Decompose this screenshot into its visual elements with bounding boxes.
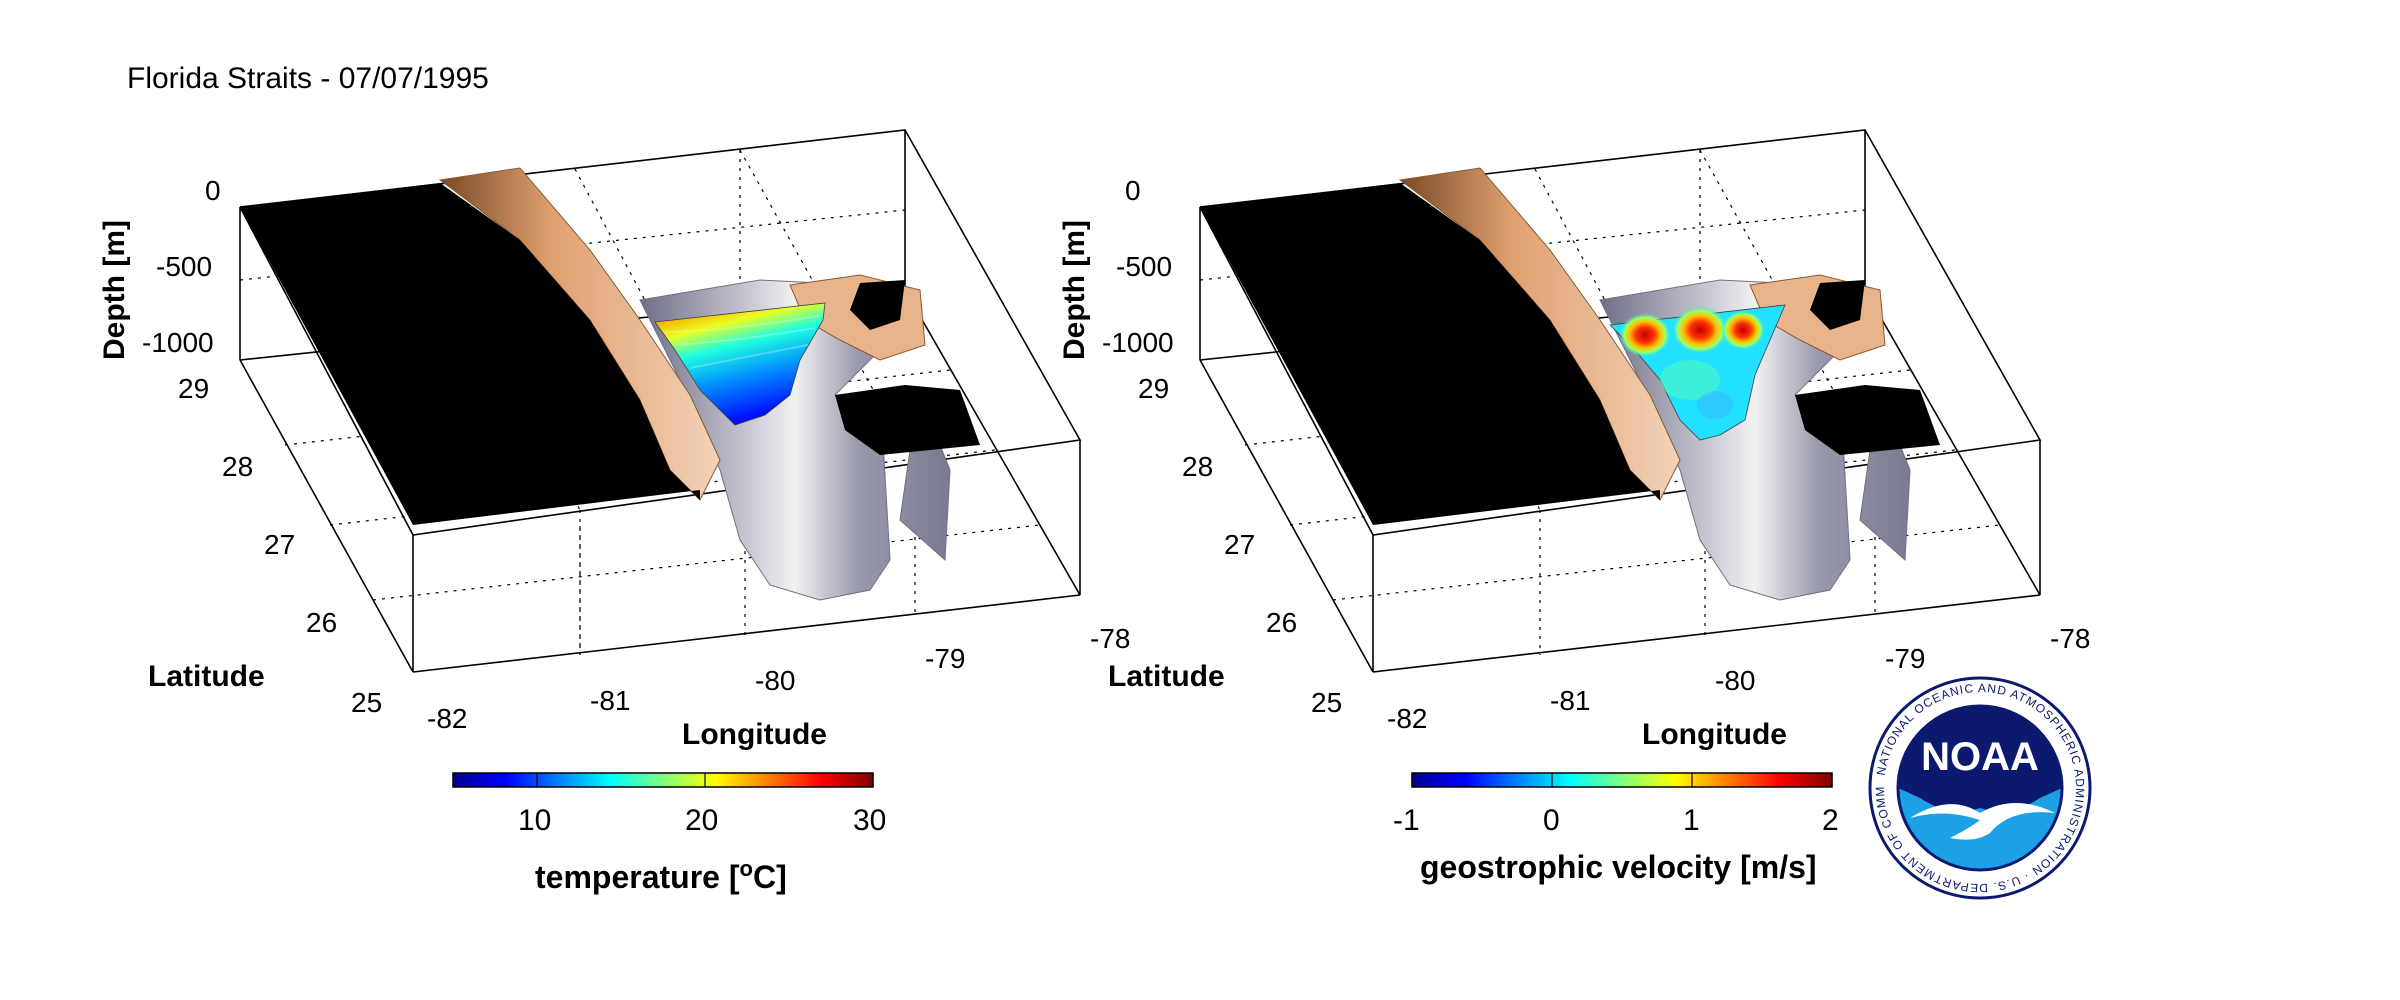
z-tick-1000: -1000 (1102, 327, 1174, 358)
z-axis-label: Depth [m] (98, 220, 131, 360)
x-tick-79: -79 (1885, 643, 1925, 674)
temperature-colorbar (452, 772, 874, 788)
x-tick-78: -78 (1090, 623, 1130, 654)
x-axis-label: Longitude (682, 718, 827, 751)
x-tick-80: -80 (1715, 665, 1755, 696)
y-tick-25: 25 (351, 687, 382, 718)
noaa-logo: NOAA NATIONAL OCEANIC AND ATMOSPHERIC AD… (1868, 676, 2092, 900)
temperature-contours (664, 314, 823, 369)
x-tick-81: -81 (590, 685, 630, 716)
bahamas-land-south (1795, 385, 1940, 455)
x-tick-82: -82 (1387, 703, 1427, 734)
z-axis-label: Depth [m] (1058, 220, 1091, 360)
cb-tick-10: 10 (518, 804, 551, 837)
bahamas-land-south (835, 385, 980, 455)
florida-land (1200, 183, 1660, 525)
x-tick-79: -79 (925, 643, 965, 674)
continental-shelf (1398, 167, 1681, 501)
x-tick-82: -82 (427, 703, 467, 734)
y-tick-29: 29 (1138, 373, 1169, 404)
x-axis-label: Longitude (1642, 718, 1787, 751)
y-tick-28: 28 (222, 451, 253, 482)
y-tick-25: 25 (1311, 687, 1342, 718)
z-tick-0: 0 (1125, 175, 1141, 206)
x-tick-78: -78 (2050, 623, 2090, 654)
cb-tick-neg1: -1 (1393, 804, 1420, 837)
y-tick-26: 26 (306, 607, 337, 638)
temperature-section (654, 302, 826, 426)
velocity-panel: 0 -500 -1000 29 28 27 26 25 -82 -81 -80 … (1058, 129, 2090, 885)
cb-tick-1: 1 (1683, 804, 1700, 837)
cb-tick-20: 20 (685, 804, 718, 837)
temperature-colorbar-label: temperature [oC] (535, 856, 787, 895)
z-tick-500: -500 (1116, 251, 1172, 282)
y-tick-27: 27 (264, 529, 295, 560)
figure-title: Florida Straits - 07/07/1995 (127, 62, 489, 95)
z-tick-1000: -1000 (142, 327, 214, 358)
bahamas-land (850, 280, 905, 330)
y-tick-26: 26 (1266, 607, 1297, 638)
z-tick-0: 0 (205, 175, 221, 206)
axes-box (239, 129, 1082, 673)
z-tick-500: -500 (156, 251, 212, 282)
bahamas-land (1810, 280, 1865, 330)
y-axis-label: Latitude (1108, 660, 1225, 693)
temperature-panel: 0 -500 -1000 29 28 27 26 25 -82 -81 -80 … (98, 129, 1130, 895)
cb-tick-30: 30 (853, 804, 886, 837)
florida-land (240, 183, 700, 525)
y-tick-28: 28 (1182, 451, 1213, 482)
velocity-jet-cores (1619, 306, 1765, 419)
x-tick-81: -81 (1550, 685, 1590, 716)
cb-tick-0: 0 (1543, 804, 1560, 837)
x-tick-80: -80 (755, 665, 795, 696)
noaa-logo-text: NOAA (1921, 735, 2039, 779)
velocity-colorbar (1411, 772, 1833, 788)
cb-tick-2: 2 (1822, 804, 1839, 837)
velocity-colorbar-label: geostrophic velocity [m/s] (1420, 849, 1817, 885)
y-axis-label: Latitude (148, 660, 265, 693)
y-tick-29: 29 (178, 373, 209, 404)
y-tick-27: 27 (1224, 529, 1255, 560)
